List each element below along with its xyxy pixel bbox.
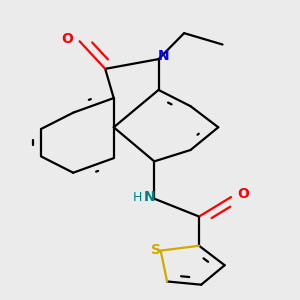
Text: N: N <box>144 190 156 204</box>
Text: S: S <box>151 243 160 256</box>
Text: O: O <box>62 32 74 46</box>
Text: O: O <box>237 187 249 201</box>
Text: H: H <box>133 191 142 204</box>
Text: N: N <box>158 49 170 63</box>
